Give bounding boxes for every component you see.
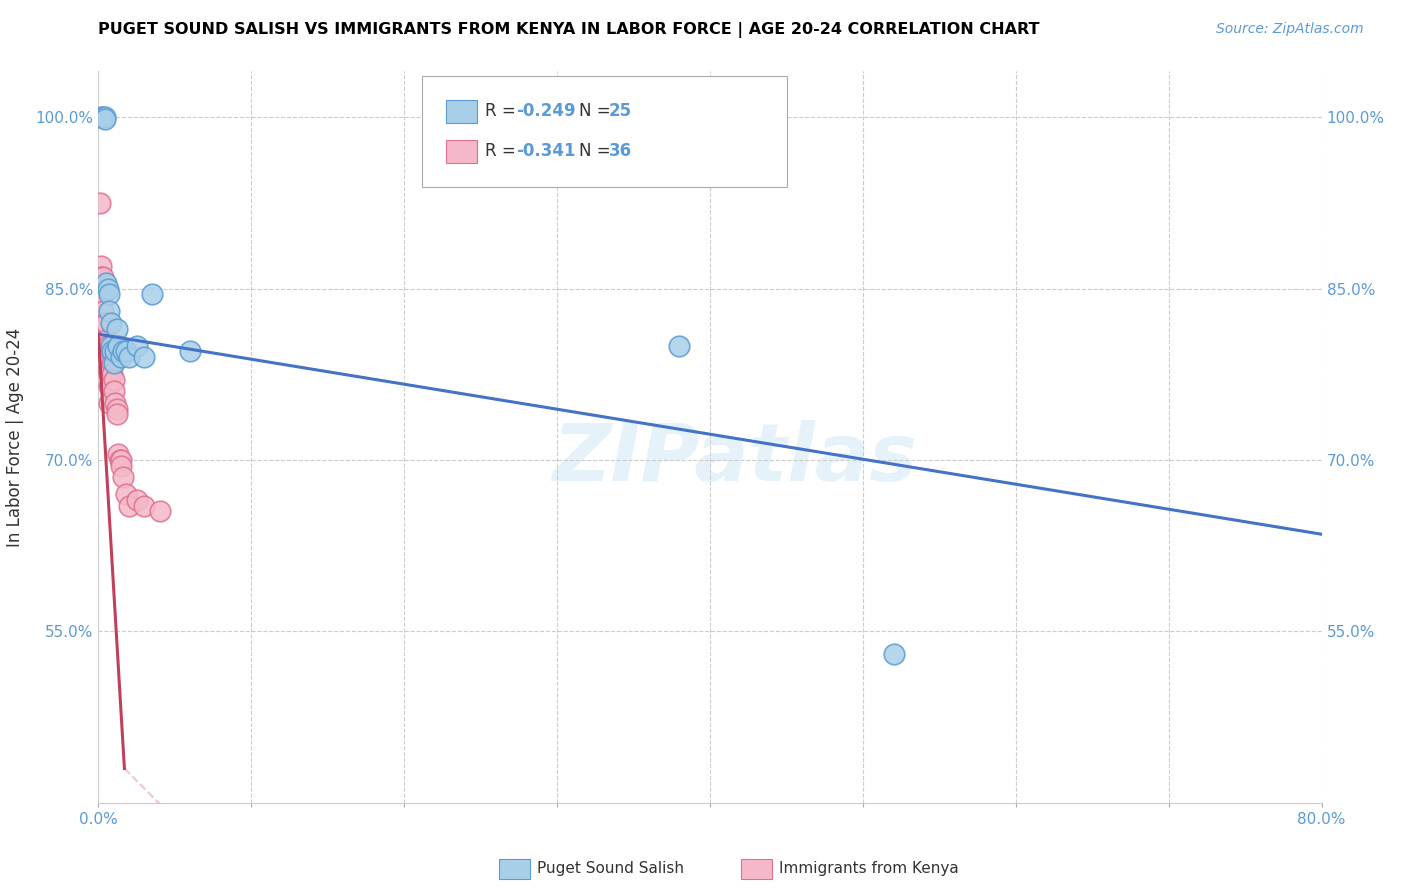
Point	[141, 287, 163, 301]
Point	[91, 287, 114, 301]
Text: PUGET SOUND SALISH VS IMMIGRANTS FROM KENYA IN LABOR FORCE | AGE 20-24 CORRELATI: PUGET SOUND SALISH VS IMMIGRANTS FROM KE…	[98, 22, 1040, 38]
Point	[98, 287, 121, 301]
Text: Source: ZipAtlas.com: Source: ZipAtlas.com	[1216, 22, 1364, 37]
Point	[97, 338, 120, 352]
Text: Immigrants from Kenya: Immigrants from Kenya	[779, 862, 959, 876]
Point	[93, 110, 115, 124]
Point	[105, 401, 128, 416]
Point	[91, 304, 114, 318]
Point	[111, 470, 134, 484]
Point	[105, 407, 128, 421]
Point	[101, 344, 124, 359]
Point	[103, 356, 125, 370]
Point	[115, 344, 138, 359]
Point	[107, 338, 129, 352]
Point	[98, 304, 121, 318]
Point	[110, 350, 132, 364]
Point	[100, 361, 122, 376]
Point	[94, 276, 117, 290]
Point	[107, 447, 129, 461]
Point	[94, 316, 117, 330]
Text: R =: R =	[485, 102, 522, 120]
Point	[100, 338, 122, 352]
Point	[98, 368, 121, 382]
Text: ZIPatlas: ZIPatlas	[553, 420, 917, 498]
Point	[100, 344, 122, 359]
Point	[104, 344, 127, 359]
Point	[100, 316, 122, 330]
Point	[134, 350, 156, 364]
Point	[118, 499, 141, 513]
Point	[89, 195, 111, 210]
Text: N =: N =	[579, 142, 616, 160]
Point	[883, 647, 905, 661]
Text: -0.249: -0.249	[516, 102, 575, 120]
Point	[91, 110, 114, 124]
Point	[94, 344, 117, 359]
Point	[668, 338, 690, 352]
Point	[125, 338, 148, 352]
Point	[149, 504, 172, 518]
Point	[94, 333, 117, 347]
Text: N =: N =	[579, 102, 616, 120]
Point	[101, 356, 124, 370]
Point	[93, 316, 115, 330]
Point	[103, 373, 125, 387]
Point	[125, 492, 148, 507]
Y-axis label: In Labor Force | Age 20-24: In Labor Force | Age 20-24	[7, 327, 24, 547]
Point	[90, 110, 112, 124]
Text: R =: R =	[485, 142, 522, 160]
Point	[93, 338, 115, 352]
Point	[97, 350, 120, 364]
Point	[98, 378, 121, 392]
Text: 36: 36	[609, 142, 631, 160]
Text: 25: 25	[609, 102, 631, 120]
Point	[111, 344, 134, 359]
Point	[91, 270, 114, 285]
Point	[179, 344, 201, 359]
Point	[90, 270, 112, 285]
Point	[110, 458, 132, 473]
Point	[103, 384, 125, 399]
Point	[110, 453, 132, 467]
Point	[98, 396, 121, 410]
Point	[108, 453, 131, 467]
Point	[90, 259, 112, 273]
Point	[134, 499, 156, 513]
Point	[105, 321, 128, 335]
Text: -0.341: -0.341	[516, 142, 575, 160]
Text: Puget Sound Salish: Puget Sound Salish	[537, 862, 685, 876]
Point	[97, 281, 120, 295]
Point	[97, 361, 120, 376]
Point	[101, 368, 124, 382]
Point	[118, 350, 141, 364]
Point	[93, 112, 115, 127]
Point	[104, 396, 127, 410]
Point	[115, 487, 138, 501]
